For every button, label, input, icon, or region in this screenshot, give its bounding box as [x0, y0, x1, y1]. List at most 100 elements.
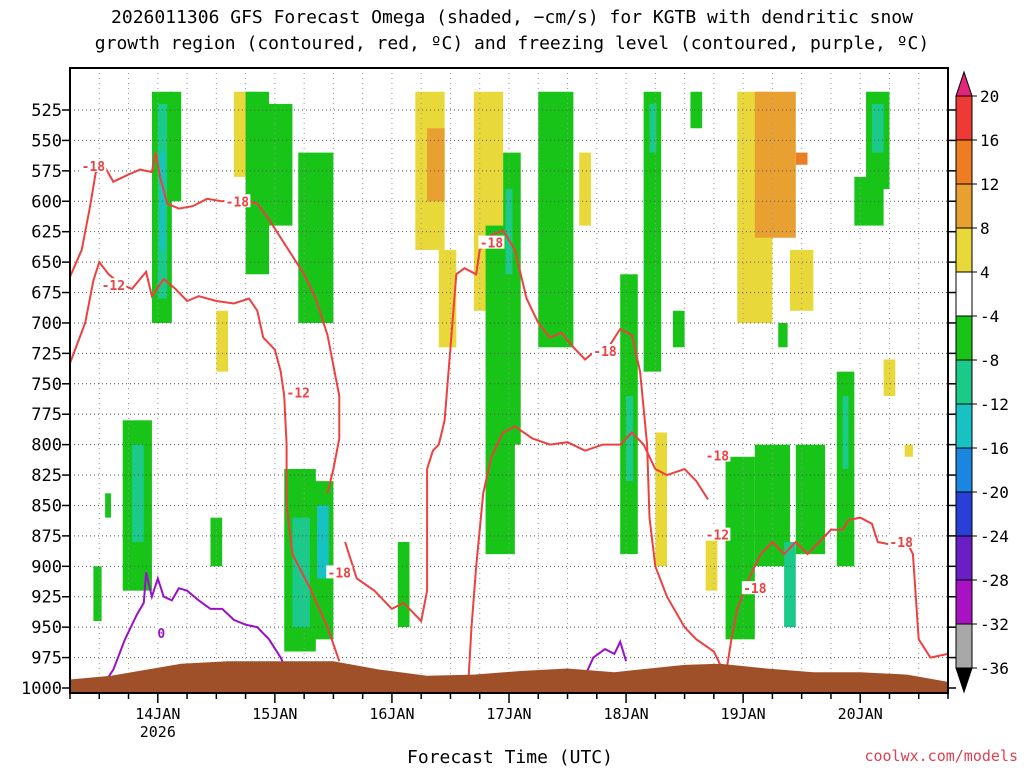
x-tick-label: 14JAN: [135, 705, 180, 723]
colorbar-label: -8: [980, 351, 999, 370]
omega-cell: [298, 152, 334, 323]
y-tick-label: 650: [31, 253, 62, 273]
omega-cell: [216, 310, 229, 372]
omega-cell: [210, 517, 223, 567]
plot-content: -18 -18 -12 -12 -18 -18 -18 -18 -12 -18 -18 0: [70, 68, 948, 693]
x-tick-label: 20JAN: [838, 705, 883, 723]
contour-label: -18: [743, 582, 767, 597]
x-tick-label: 16JAN: [369, 705, 414, 723]
omega-cell: [643, 91, 662, 372]
omega-cell: [427, 128, 445, 202]
contour-label: 0: [157, 627, 165, 642]
colorbar-bin: [955, 491, 973, 537]
contour-freezing-18: [584, 639, 628, 677]
omega-cell: [505, 189, 513, 275]
contour-label-bg: [888, 534, 915, 548]
omega-cell: [871, 103, 884, 153]
y-tick-label: 775: [31, 405, 62, 425]
y-tick-label: 725: [31, 344, 62, 364]
contour-label: -18: [889, 536, 913, 551]
omega-cell: [795, 444, 826, 555]
omega-cell: [317, 505, 329, 579]
omega-cell: [784, 541, 796, 628]
y-tick-label: 525: [31, 101, 62, 121]
contour-label: -18: [593, 345, 617, 360]
y-tick-label: 875: [31, 527, 62, 547]
x-tick-label: 19JAN: [721, 705, 766, 723]
omega-cell: [725, 456, 755, 640]
colorbar-label: 16: [980, 131, 999, 150]
contour-label: -18: [328, 566, 352, 581]
omega-cell: [789, 249, 814, 311]
omega-cell: [690, 91, 703, 129]
colorbar-bin: [955, 95, 973, 141]
omega-cell: [538, 91, 574, 348]
colorbar-label: -32: [980, 615, 1009, 634]
y-tick-label: 950: [31, 618, 62, 638]
contour-dgz-16-17: [344, 229, 727, 677]
contour-label-bg: [741, 581, 768, 595]
y-tick-label: 700: [31, 314, 62, 334]
contour-label-bg: [591, 343, 618, 357]
credit-text: coolwx.com/models: [864, 747, 1018, 765]
x-tick-label: 18JAN: [603, 705, 648, 723]
y-tick-label: 800: [31, 436, 62, 456]
y-tick-label: 850: [31, 496, 62, 516]
contour-label: -12: [706, 529, 729, 544]
y-tick-label: 675: [31, 284, 62, 304]
contour-label: -18: [480, 237, 504, 252]
omega-cell: [705, 529, 718, 591]
chart-title-line-2: growth region (contoured, red, ºC) and f…: [95, 33, 929, 54]
colorbar-bin: [955, 271, 973, 317]
omega-cell: [169, 91, 182, 202]
colorbar-bin: [955, 315, 973, 361]
y-tick-label: 825: [31, 466, 62, 486]
contour-label-bg: [704, 527, 731, 541]
colorbar-bin: [955, 623, 973, 669]
y-tick-label: 1000: [21, 679, 62, 699]
colorbar-bin: [955, 359, 973, 405]
omega-cell: [245, 91, 270, 275]
contour-label-bg: [100, 278, 127, 292]
contour-label-bg: [224, 194, 251, 208]
omega-cell: [397, 541, 410, 628]
contour-label-bg: [285, 385, 312, 399]
contour-label: -18: [226, 195, 250, 210]
y-tick-label: 925: [31, 588, 62, 608]
colorbar-bin: [955, 579, 973, 625]
colorbar-label: 4: [980, 263, 990, 282]
axes: 525 550 575 600 625 650 675 700 725 750 775 800 825 8…: [21, 67, 956, 741]
contour-label: -12: [102, 279, 125, 294]
contour-dgz-17-lower: [467, 425, 709, 689]
colorbar-label: -20: [980, 483, 1009, 502]
omega-cell: [672, 310, 685, 348]
contour-dgz-upper: [70, 152, 341, 494]
contour-label: -18: [82, 160, 106, 175]
y-tick-label: 750: [31, 375, 62, 395]
omega-cell: [842, 395, 849, 469]
x-tick-label: 17JAN: [486, 705, 531, 723]
y-tick-label: 975: [31, 649, 62, 669]
contour-freezing-14: [104, 572, 290, 683]
y-tick-label: 600: [31, 192, 62, 212]
omega-cell: [579, 152, 591, 226]
contour-label-bg: [156, 626, 167, 640]
x-axis-label: Forecast Time (UTC): [407, 747, 613, 768]
colorbar-bin: [955, 139, 973, 185]
y-tick-label: 575: [31, 162, 62, 182]
y-tick-label: 625: [31, 223, 62, 243]
contour-label-bg: [478, 235, 505, 249]
omega-cell: [649, 103, 657, 153]
omega-cell: [883, 359, 896, 396]
terrain-fill: [70, 661, 948, 693]
colorbar-label: -36: [980, 659, 1009, 678]
contour-label: -12: [287, 386, 310, 401]
omega-cell: [655, 432, 668, 567]
colorbar-label: 20: [980, 87, 999, 106]
colorbar-label: -24: [980, 527, 1009, 546]
colorbar-bin: [955, 535, 973, 581]
colorbar-label: 12: [980, 175, 999, 194]
omega-cell: [904, 444, 913, 457]
plot-area: -18 -18 -12 -12 -18 -18 -18 -18 -12 -18 -18 0: [70, 68, 948, 693]
